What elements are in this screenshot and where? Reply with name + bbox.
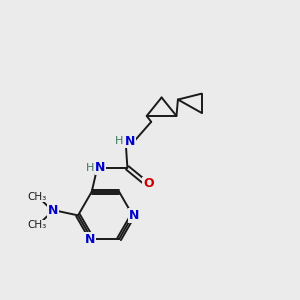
- Text: N: N: [129, 209, 140, 222]
- Text: O: O: [143, 177, 154, 190]
- Text: N: N: [48, 204, 58, 218]
- Text: N: N: [125, 135, 135, 148]
- Text: H: H: [85, 163, 94, 173]
- Text: H: H: [115, 136, 124, 146]
- Text: N: N: [85, 232, 95, 246]
- Text: CH₃: CH₃: [28, 220, 47, 230]
- Text: N: N: [95, 161, 106, 174]
- Text: CH₃: CH₃: [28, 192, 47, 202]
